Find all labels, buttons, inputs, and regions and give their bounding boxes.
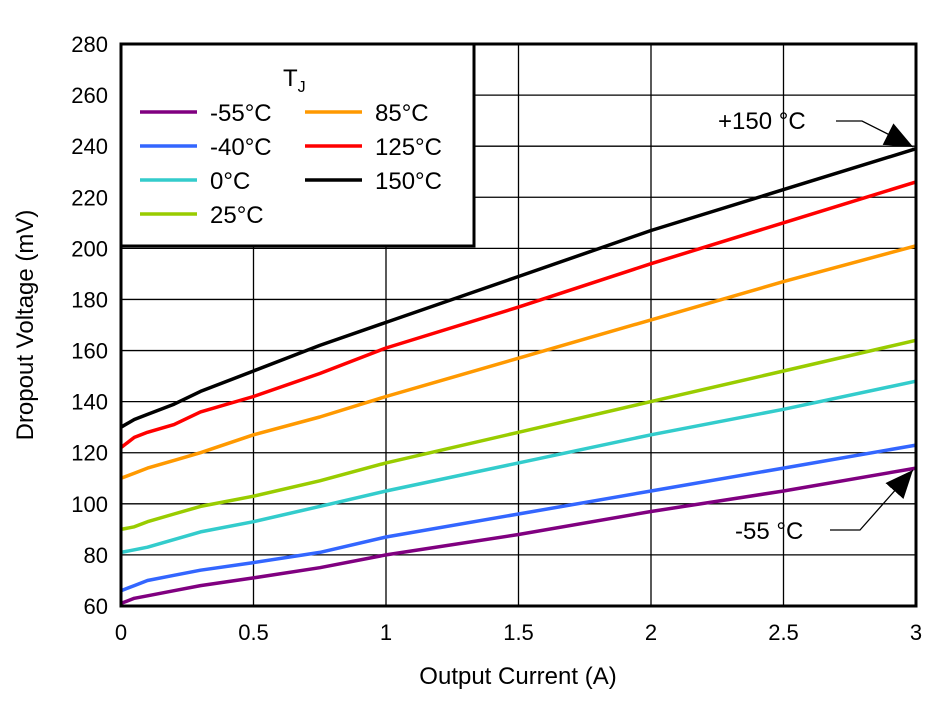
legend-title: TJ [283,65,306,96]
series-line-0°C [120,379,917,555]
series-lines [119,147,917,606]
plot-frame [119,42,918,608]
series-line--55°C [120,466,917,606]
legend-label: 85°C [375,100,429,127]
x-tick-label: 3 [910,620,922,645]
series-line-125°C [119,180,917,449]
annotation-arrow [836,120,914,148]
series-line-85°C [120,244,917,480]
y-tick-labels: 60 80 100 120 140 160 180 200 220 240 260 280 [71,32,108,619]
x-tick-label: 0 [115,620,127,645]
y-tick-label: 140 [71,390,108,415]
annotation-arrow [830,469,914,531]
x-tick-labels: 0 0.5 1 1.5 2 2.5 3 [115,620,922,645]
y-tick-label: 120 [71,441,108,466]
y-tick-label: 240 [71,134,108,159]
annotation-label: +150 °C [718,108,806,135]
series-line-150°C [120,147,917,429]
legend-label: 25°C [210,202,264,229]
legend-label: 125°C [375,134,442,161]
x-tick-label: 1 [380,620,392,645]
legend-label: -40°C [210,134,272,161]
x-tick-label: 0.5 [238,620,269,645]
y-tick-label: 60 [84,594,108,619]
y-tick-label: 100 [71,492,108,517]
legend-label: 0°C [210,168,250,195]
x-tick-label: 1.5 [503,620,534,645]
y-tick-label: 280 [71,32,108,57]
x-axis-label: Output Current (A) [419,663,616,690]
y-tick-label: 220 [71,185,108,210]
legend-label: 150°C [375,168,442,195]
y-tick-label: 160 [71,339,108,364]
series-line--40°C [120,443,917,593]
y-tick-label: 80 [84,543,108,568]
legend-label: -55°C [210,100,272,127]
legend: TJ -55°C -40°C 0°C 25°C 85°C 125°C 150°C [119,42,476,248]
y-tick-label: 180 [71,287,108,312]
y-tick-label: 260 [71,83,108,108]
series-line-25°C [120,338,917,532]
y-tick-label: 200 [71,236,108,261]
y-axis-label: Dropout Voltage (mV) [12,210,39,441]
annotation-label: -55 °C [735,518,803,545]
x-tick-label: 2.5 [768,620,799,645]
x-tick-label: 2 [645,620,657,645]
annotations: +150 °C -55 °C [718,108,914,545]
